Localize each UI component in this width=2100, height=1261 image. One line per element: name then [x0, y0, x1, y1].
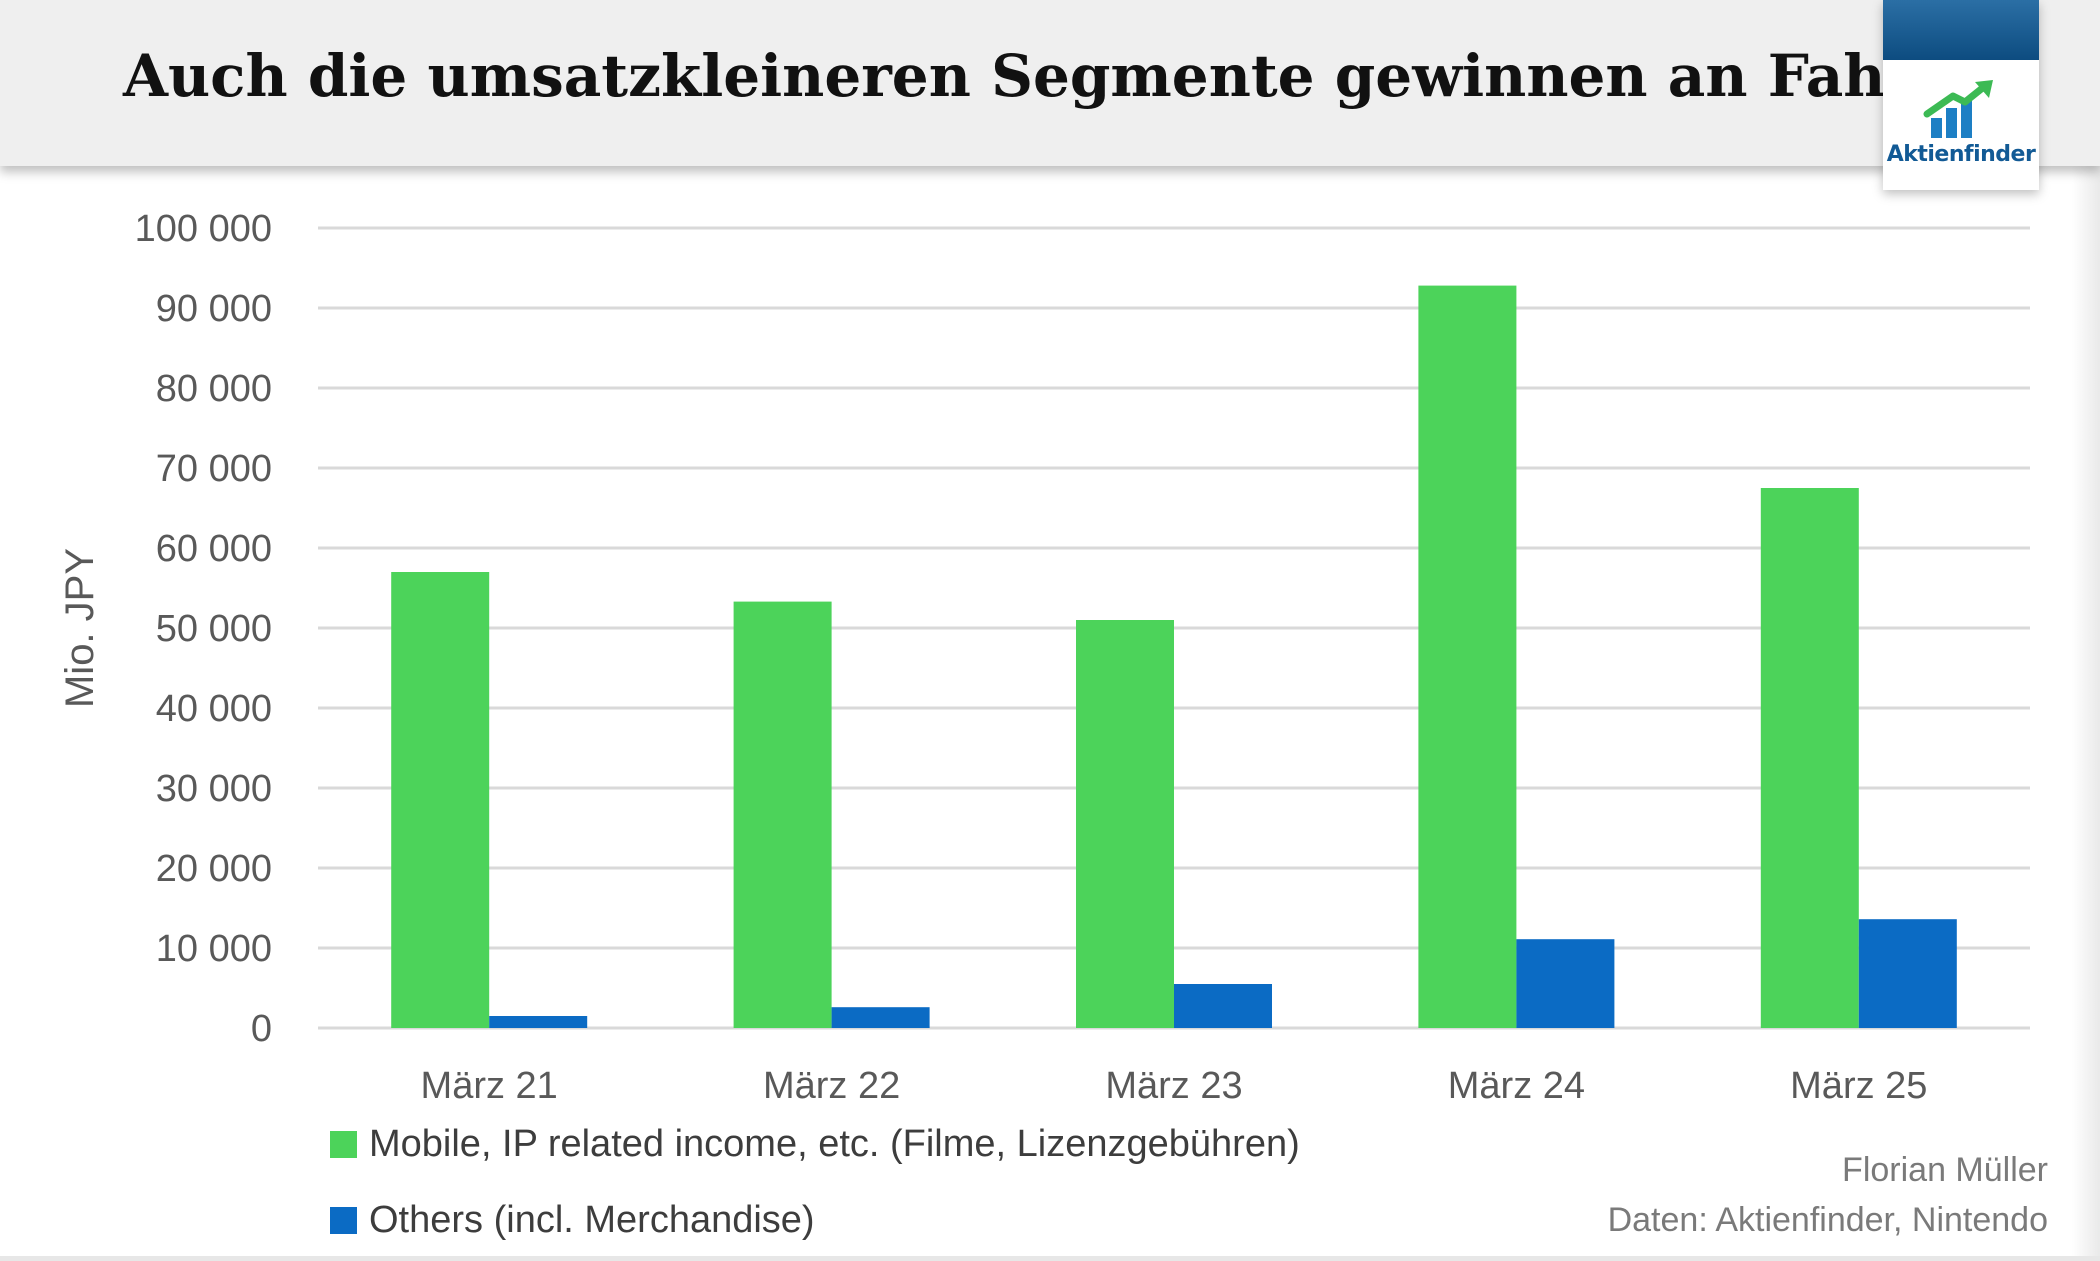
legend-item-others: Others (incl. Merchandise)	[330, 1199, 815, 1242]
author-credit: Florian Müller	[1842, 1151, 2048, 1189]
y-tick-label: 30 000	[156, 768, 272, 810]
bar-others	[1858, 919, 1957, 1028]
y-tick-label: 0	[251, 1008, 272, 1050]
legend-label-mobile: Mobile, IP related income, etc. (Filme, …	[369, 1123, 1300, 1165]
x-axis-ticks: März 21 März 22 März 23 März 24 März 25	[421, 1065, 1928, 1107]
bar-others	[489, 1016, 588, 1028]
source-credit: Daten: Aktienfinder, Nintendo	[1607, 1201, 2048, 1239]
x-tick-label: März 21	[421, 1065, 558, 1107]
bar-mobile	[1418, 285, 1517, 1029]
bar-others	[1174, 984, 1272, 1028]
y-tick-label: 10 000	[156, 928, 272, 970]
y-tick-label: 80 000	[156, 368, 272, 410]
y-axis-label: Mio. JPY	[58, 548, 102, 708]
gridlines	[318, 226, 2030, 1030]
header-bar: Auch die umsatzkleineren Segmente gewinn…	[0, 0, 2100, 166]
bar-others	[1516, 939, 1615, 1028]
x-tick-label: März 23	[1105, 1065, 1242, 1107]
bar-others	[831, 1007, 930, 1028]
bar-mobile	[733, 601, 832, 1028]
page-edge	[2072, 166, 2100, 1261]
aktienfinder-logo[interactable]: Aktienfinder	[1883, 0, 2039, 190]
y-tick-label: 100 000	[135, 208, 272, 250]
y-tick-label: 40 000	[156, 688, 272, 730]
y-tick-label: 60 000	[156, 528, 272, 570]
bar-mobile	[1076, 620, 1174, 1028]
page-title: Auch die umsatzkleineren Segmente gewinn…	[123, 42, 1943, 110]
x-tick-label: März 22	[763, 1065, 900, 1107]
logo-text: Aktienfinder	[1886, 142, 2036, 167]
legend-swatch-green	[330, 1131, 357, 1158]
bars	[391, 285, 1957, 1029]
rising-chart-icon	[1923, 80, 1993, 138]
legend-swatch-blue	[330, 1207, 357, 1234]
y-axis-ticks: 0 10 000 20 000 30 000 40 000 50 000 60 000 70 …	[135, 208, 272, 1050]
y-tick-label: 70 000	[156, 448, 272, 490]
y-tick-label: 90 000	[156, 288, 272, 330]
bar-mobile	[1760, 488, 1859, 1028]
y-tick-label: 20 000	[156, 848, 272, 890]
bar-mobile	[391, 572, 490, 1028]
legend-label-others: Others (incl. Merchandise)	[369, 1199, 815, 1241]
legend-item-mobile: Mobile, IP related income, etc. (Filme, …	[330, 1123, 1300, 1166]
y-tick-label: 50 000	[156, 608, 272, 650]
x-tick-label: März 25	[1790, 1065, 1927, 1107]
logo-banner	[1883, 0, 2039, 60]
x-tick-label: März 24	[1448, 1065, 1585, 1107]
page-edge-bottom	[0, 1256, 2100, 1261]
